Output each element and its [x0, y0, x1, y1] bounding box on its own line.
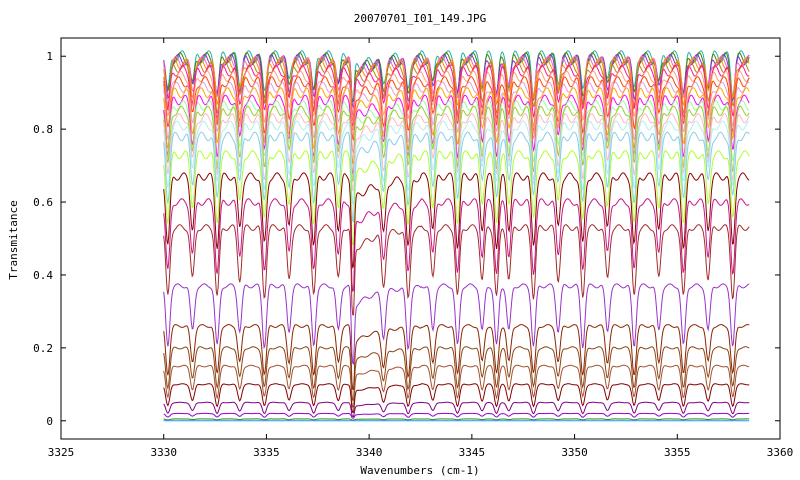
series-line — [163, 346, 750, 401]
series-line — [163, 81, 750, 154]
series-line — [163, 418, 750, 421]
series-line — [163, 172, 750, 269]
y-axis-label: Transmitance — [7, 200, 20, 279]
chart-title: 20070701_I01_149.JPG — [354, 12, 486, 25]
series-line — [163, 120, 750, 207]
y-tick-label: 0.2 — [33, 342, 53, 355]
x-tick-label: 3360 — [767, 446, 794, 459]
x-tick-label: 3355 — [664, 446, 691, 459]
series-layer — [163, 50, 750, 422]
series-line — [163, 401, 750, 417]
x-axis-label: Wavenumbers (cm-1) — [360, 464, 479, 477]
x-tick-label: 3345 — [459, 446, 486, 459]
series-line — [163, 87, 750, 165]
series-line — [163, 324, 750, 391]
y-tick-label: 0.6 — [33, 196, 53, 209]
y-tick-label: 0.8 — [33, 123, 53, 136]
series-line — [163, 131, 750, 224]
series-line — [163, 150, 750, 246]
x-tick-label: 3340 — [356, 446, 383, 459]
y-tick-label: 1 — [46, 50, 53, 63]
series-line — [163, 383, 750, 413]
y-tick-label: 0.4 — [33, 269, 53, 282]
series-line — [163, 76, 750, 142]
series-line — [163, 364, 750, 408]
series-line — [163, 412, 750, 419]
x-tick-label: 3335 — [253, 446, 280, 459]
x-tick-label: 3325 — [48, 446, 75, 459]
x-tick-label: 3350 — [561, 446, 588, 459]
axes-layer: 3325 3330 3335 3340 3345 3350 3355 3360 0 0.2 0.4 0… — [33, 38, 793, 459]
series-line — [163, 224, 750, 316]
series-line — [163, 198, 750, 293]
series-line — [163, 283, 750, 365]
y-tick-label: 0 — [46, 415, 53, 428]
x-tick-label: 3330 — [150, 446, 177, 459]
plot-frame — [60, 37, 781, 440]
